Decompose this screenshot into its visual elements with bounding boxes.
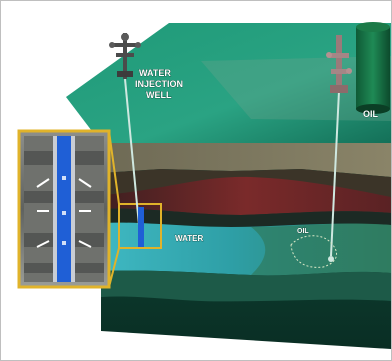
oil-dotted-outline xyxy=(290,235,338,268)
inset-source-box xyxy=(118,203,162,249)
injection-well-label-3: WELL xyxy=(146,90,172,100)
oil-zone xyxy=(251,223,391,276)
inset-connector-top xyxy=(108,130,120,205)
injection-well-label-1: WATER xyxy=(139,68,171,78)
arrow-icon xyxy=(36,178,92,248)
water-zone-label: WATER xyxy=(175,234,204,243)
pump-jack-icon xyxy=(109,33,141,79)
oil-tank-label: OIL xyxy=(363,109,379,119)
topsoil-layer xyxy=(101,143,391,177)
injection-perforations xyxy=(138,207,144,247)
wellhead-icon xyxy=(326,35,352,93)
inset-wellbore xyxy=(57,136,71,282)
seal-layer xyxy=(101,208,391,227)
ground-surface xyxy=(66,23,391,143)
production-well-bottom xyxy=(328,256,334,262)
production-wellbore xyxy=(330,90,340,257)
inset-connector-bottom xyxy=(108,247,120,288)
oil-tank-icon xyxy=(356,22,390,114)
inset-panel xyxy=(17,129,111,289)
injection-well-label-2: INJECTION xyxy=(135,79,183,89)
lower-rock-layer xyxy=(101,270,391,302)
red-rock-layer xyxy=(101,176,391,215)
oil-zone-label: OIL xyxy=(297,228,309,235)
